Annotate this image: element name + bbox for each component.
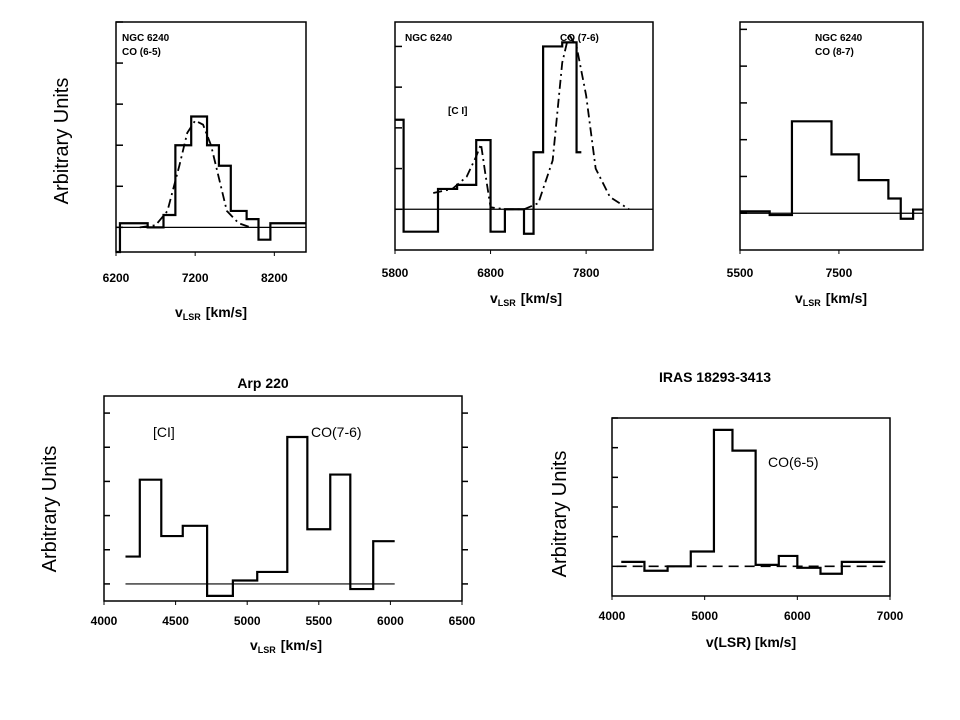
spectrum-histogram bbox=[621, 428, 886, 575]
plot-frame bbox=[611, 417, 891, 597]
annotation-galaxy: NGC 6240 bbox=[122, 33, 170, 44]
x-tick-label: 5800 bbox=[382, 266, 409, 280]
y-ticks bbox=[104, 412, 468, 585]
annotation-co-line: CO(6-5) bbox=[768, 454, 819, 470]
spectrum-histogram bbox=[125, 435, 395, 597]
y-ticks bbox=[740, 28, 747, 214]
x-tick-labels: 5800 6800 7800 bbox=[382, 250, 600, 280]
x-tick-labels: 6200 7200 8200 bbox=[103, 252, 288, 285]
x-tick-labels: 4000 5000 6000 7000 bbox=[599, 596, 904, 623]
spectrum-histogram bbox=[116, 115, 306, 254]
series-group bbox=[740, 120, 923, 220]
y-ticks bbox=[612, 417, 618, 568]
y-axis-label: Arbitrary Units bbox=[549, 451, 571, 578]
x-tick-label: 7800 bbox=[573, 266, 600, 280]
panel-ngc6240-co65: 6200 7200 8200 NGC 6240 CO (6-5) Arbitrary… bbox=[51, 21, 307, 322]
x-tick-label: 7500 bbox=[826, 266, 853, 280]
series-group bbox=[116, 115, 306, 254]
x-tick-label: 6000 bbox=[784, 609, 811, 623]
panel-ngc6240-co76: 5800 6800 7800 NGC 6240 CO (7-6) [C I] vLS… bbox=[382, 21, 654, 308]
chart-title: IRAS 18293-3413 bbox=[659, 369, 771, 385]
annotation-co-line: CO (7-6) bbox=[560, 33, 599, 44]
plot-frame bbox=[739, 21, 924, 251]
x-tick-label: 6500 bbox=[449, 614, 476, 628]
x-tick-label: 4000 bbox=[599, 609, 626, 623]
panel-ngc6240-co87: 5500 7500 NGC 6240 CO (8-7) vLSR [km/s] bbox=[727, 21, 924, 308]
plot-frame bbox=[115, 21, 307, 253]
x-tick-label: 5000 bbox=[234, 614, 261, 628]
spectrum-histogram bbox=[395, 41, 582, 235]
y-axis-label: Arbitrary Units bbox=[39, 446, 61, 573]
x-tick-labels: 4000 4500 5000 5500 6000 6500 bbox=[91, 601, 476, 628]
x-tick-label: 7000 bbox=[877, 609, 904, 623]
series-group bbox=[395, 31, 653, 235]
annotation-line: CO (6-5) bbox=[122, 47, 161, 58]
model-fit-curve bbox=[433, 31, 630, 211]
x-axis-label: vLSR [km/s] bbox=[250, 637, 322, 655]
panel-iras18293: IRAS 18293-3413 4000 5000 6000 7000 CO(6-5)… bbox=[549, 369, 904, 650]
x-axis-label: vLSR [km/s] bbox=[175, 304, 247, 322]
x-axis-label: vLSR [km/s] bbox=[795, 290, 867, 308]
annotation-galaxy: NGC 6240 bbox=[405, 33, 453, 44]
annotation-co-line: CO(7-6) bbox=[311, 424, 362, 440]
panel-arp220: Arp 220 4000 4500 5000 5500 6000 6500 [CI] CO… bbox=[39, 375, 476, 655]
plot-frame bbox=[394, 21, 654, 251]
y-ticks bbox=[395, 45, 402, 211]
series-group bbox=[125, 435, 395, 597]
spectrum-histogram bbox=[740, 120, 923, 220]
x-tick-label: 5000 bbox=[691, 609, 718, 623]
x-tick-label: 8200 bbox=[261, 271, 288, 285]
annotation-ci-line: [CI] bbox=[153, 424, 175, 440]
x-tick-labels: 5500 7500 bbox=[727, 250, 853, 280]
annotation-line: CO (8-7) bbox=[815, 47, 854, 58]
annotation-ci-line: [C I] bbox=[448, 106, 467, 117]
x-tick-label: 5500 bbox=[305, 614, 332, 628]
annotation-galaxy: NGC 6240 bbox=[815, 33, 863, 44]
series-group bbox=[616, 428, 886, 575]
x-axis-label: v(LSR) [km/s] bbox=[706, 634, 796, 650]
x-axis-label: vLSR [km/s] bbox=[490, 290, 562, 308]
x-tick-label: 4500 bbox=[162, 614, 189, 628]
x-tick-label: 6200 bbox=[103, 271, 130, 285]
x-tick-label: 5500 bbox=[727, 266, 754, 280]
x-tick-label: 6800 bbox=[477, 266, 504, 280]
x-tick-label: 7200 bbox=[182, 271, 209, 285]
plot-frame bbox=[103, 395, 463, 602]
chart-title: Arp 220 bbox=[237, 375, 289, 391]
y-axis-label: Arbitrary Units bbox=[51, 78, 73, 205]
x-tick-label: 4000 bbox=[91, 614, 118, 628]
model-fit-curve bbox=[139, 119, 251, 229]
x-tick-label: 6000 bbox=[377, 614, 404, 628]
